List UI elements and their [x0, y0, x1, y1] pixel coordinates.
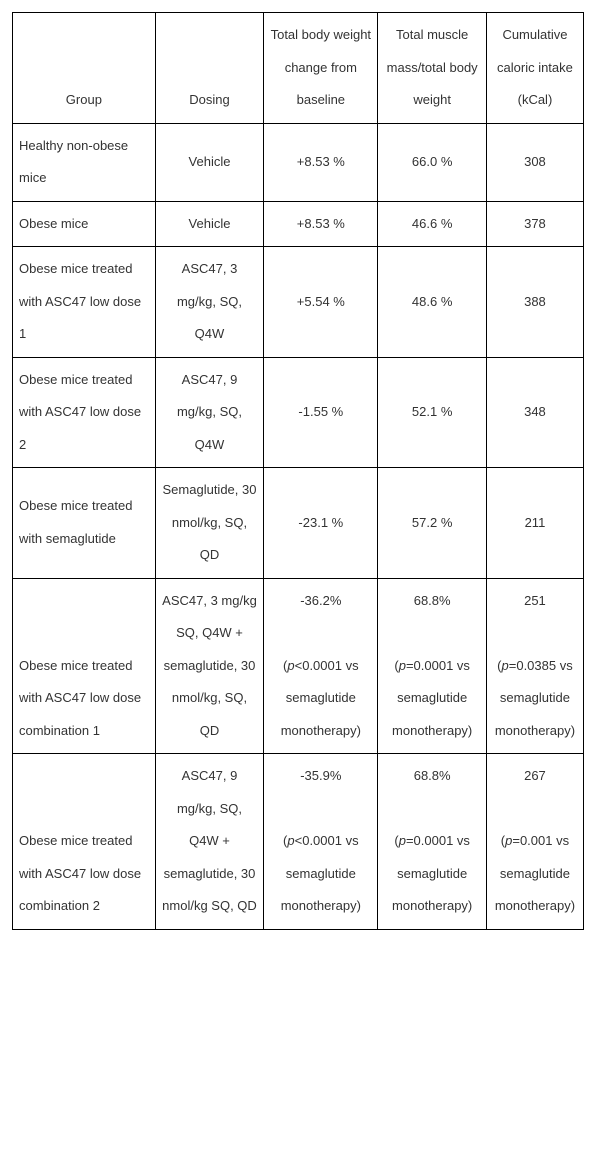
- cell-group: Obese mice: [13, 201, 156, 247]
- p-italic: p: [399, 833, 406, 848]
- cell-muscle: 57.2 %: [378, 468, 486, 579]
- value-text: 68.8%: [414, 768, 451, 783]
- cell-muscle: 46.6 %: [378, 201, 486, 247]
- cell-weight: -1.55 %: [264, 357, 378, 468]
- cell-weight: -35.9% (p<0.0001 vs semaglutide monother…: [264, 754, 378, 930]
- cell-caloric: 388: [486, 247, 583, 358]
- cell-dosing: ASC47, 3 mg/kg SQ, Q4W + semaglutide, 30…: [155, 578, 263, 754]
- table-row: Obese mice treated with ASC47 low dose 1…: [13, 247, 584, 358]
- value-text: 251: [524, 593, 546, 608]
- header-caloric: Cumulative caloric intake (kCal): [486, 13, 583, 124]
- cell-muscle: 68.8% (p=0.0001 vs semaglutide monothera…: [378, 754, 486, 930]
- cell-group: Obese mice treated with ASC47 low dose c…: [13, 578, 156, 754]
- header-muscle: Total muscle mass/total body weight: [378, 13, 486, 124]
- table-row: Obese mice Vehicle +8.53 % 46.6 % 378: [13, 201, 584, 247]
- cell-dosing: Vehicle: [155, 201, 263, 247]
- header-group: Group: [13, 13, 156, 124]
- cell-weight: -36.2% (p<0.0001 vs semaglutide monother…: [264, 578, 378, 754]
- cell-muscle: 68.8% (p=0.0001 vs semaglutide monothera…: [378, 578, 486, 754]
- cell-caloric: 348: [486, 357, 583, 468]
- cell-group: Obese mice treated with ASC47 low dose 2: [13, 357, 156, 468]
- table-row: Healthy non-obese mice Vehicle +8.53 % 6…: [13, 123, 584, 201]
- cell-caloric: 211: [486, 468, 583, 579]
- table-row-combo2: Obese mice treated with ASC47 low dose c…: [13, 754, 584, 930]
- cell-dosing: ASC47, 3 mg/kg, SQ, Q4W: [155, 247, 263, 358]
- cell-caloric: 251 (p=0.0385 vs semaglutide monotherapy…: [486, 578, 583, 754]
- cell-weight: +5.54 %: [264, 247, 378, 358]
- cell-weight: -23.1 %: [264, 468, 378, 579]
- header-weight: Total body weight change from baseline: [264, 13, 378, 124]
- p-italic: p: [399, 658, 406, 673]
- p-italic: p: [502, 658, 509, 673]
- cell-group: Healthy non-obese mice: [13, 123, 156, 201]
- cell-dosing: ASC47, 9 mg/kg, SQ, Q4W: [155, 357, 263, 468]
- p-italic: p: [287, 658, 294, 673]
- value-text: -35.9%: [300, 768, 341, 783]
- cell-caloric: 308: [486, 123, 583, 201]
- cell-group: Obese mice treated with ASC47 low dose 1: [13, 247, 156, 358]
- study-results-table: Group Dosing Total body weight change fr…: [12, 12, 584, 930]
- cell-weight: +8.53 %: [264, 123, 378, 201]
- cell-muscle: 52.1 %: [378, 357, 486, 468]
- table-row-combo1: Obese mice treated with ASC47 low dose c…: [13, 578, 584, 754]
- cell-dosing: Vehicle: [155, 123, 263, 201]
- value-text: 267: [524, 768, 546, 783]
- table-row: Obese mice treated with semaglutide Sema…: [13, 468, 584, 579]
- cell-dosing: ASC47, 9 mg/kg, SQ, Q4W + semaglutide, 3…: [155, 754, 263, 930]
- header-dosing: Dosing: [155, 13, 263, 124]
- cell-group: Obese mice treated with semaglutide: [13, 468, 156, 579]
- cell-caloric: 267 (p=0.001 vs semaglutide monotherapy): [486, 754, 583, 930]
- value-text: 68.8%: [414, 593, 451, 608]
- value-text: -36.2%: [300, 593, 341, 608]
- cell-muscle: 48.6 %: [378, 247, 486, 358]
- cell-dosing: Semaglutide, 30 nmol/kg, SQ, QD: [155, 468, 263, 579]
- cell-caloric: 378: [486, 201, 583, 247]
- p-italic: p: [287, 833, 294, 848]
- table-row: Obese mice treated with ASC47 low dose 2…: [13, 357, 584, 468]
- cell-group: Obese mice treated with ASC47 low dose c…: [13, 754, 156, 930]
- cell-weight: +8.53 %: [264, 201, 378, 247]
- table-header-row: Group Dosing Total body weight change fr…: [13, 13, 584, 124]
- cell-muscle: 66.0 %: [378, 123, 486, 201]
